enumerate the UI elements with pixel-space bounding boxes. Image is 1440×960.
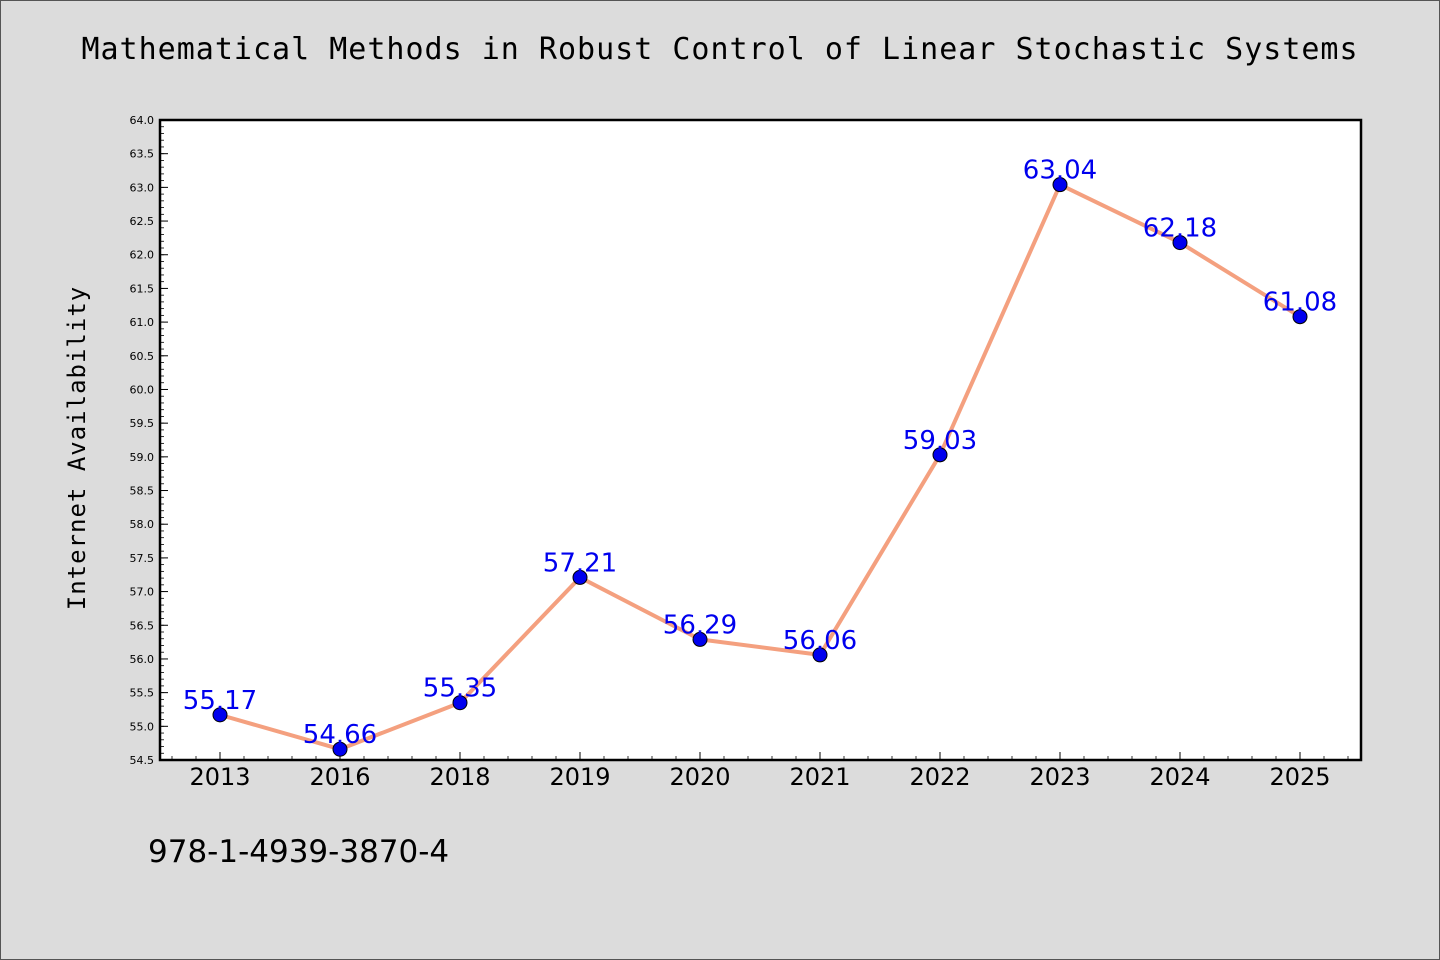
y-tick-label: 61.0 <box>130 316 155 329</box>
data-label: 55.17 <box>183 686 257 716</box>
y-tick-label: 57.5 <box>130 552 155 565</box>
x-tick-label: 2024 <box>1149 763 1210 791</box>
y-tick-label: 59.5 <box>130 417 155 430</box>
isbn-code: 978-1-4939-3870-4 <box>148 834 450 870</box>
data-point-marker <box>1292 309 1308 325</box>
y-tick-label: 62.0 <box>130 249 155 262</box>
x-tick-label: 2025 <box>1269 763 1330 791</box>
y-tick-label: 58.5 <box>130 485 155 498</box>
y-tick-label: 63.0 <box>130 181 155 194</box>
y-tick-label: 55.0 <box>130 720 155 733</box>
y-tick-label: 63.5 <box>130 148 155 161</box>
x-tick-label: 2016 <box>309 763 370 791</box>
data-point-marker <box>452 695 468 711</box>
y-tick-label: 62.5 <box>130 215 155 228</box>
series-line-group <box>218 182 1302 752</box>
series-line <box>218 182 1302 752</box>
data-label: 55.35 <box>423 674 497 704</box>
data-point-marker <box>572 569 588 585</box>
data-point-marker <box>812 647 828 663</box>
data-point-marker <box>1052 177 1068 193</box>
data-point-marker <box>1172 235 1188 251</box>
data-point-marker <box>332 741 348 757</box>
data-label: 61.08 <box>1263 288 1337 318</box>
y-tick-label: 59.0 <box>130 451 155 464</box>
x-tick-label: 2018 <box>429 763 490 791</box>
x-tick-label: 2022 <box>909 763 970 791</box>
markers-group <box>212 177 1308 757</box>
data-point-marker <box>692 631 708 647</box>
y-tick-label: 61.5 <box>130 282 155 295</box>
y-axis-title: Internet Availability <box>63 286 91 610</box>
x-tick-label: 2013 <box>189 763 250 791</box>
y-tick-label: 60.0 <box>130 383 155 396</box>
chart-title: Mathematical Methods in Robust Control o… <box>81 32 1359 67</box>
x-tick-label: 2019 <box>549 763 610 791</box>
x-tick-label: 2021 <box>789 763 850 791</box>
data-labels-group: 55.17 54.66 55.35 57.21 56.29 56.06 59.03 63.04… <box>183 156 1337 751</box>
data-label: 56.06 <box>783 626 857 656</box>
data-label: 54.66 <box>303 720 377 750</box>
x-tick-label: 2020 <box>669 763 730 791</box>
data-label: 57.21 <box>543 548 617 578</box>
x-axis: 2013 2016 2018 2019 2020 2021 2022 2023 2024 2025 <box>171 752 1349 791</box>
plot-area <box>160 120 1361 760</box>
data-point-marker <box>932 447 948 463</box>
y-tick-label: 55.5 <box>130 687 155 700</box>
y-tick-label: 54.5 <box>130 754 155 767</box>
data-label: 59.03 <box>903 426 977 456</box>
y-tick-label: 60.5 <box>130 350 155 363</box>
plot-border <box>158 118 1363 762</box>
y-tick-label: 57.0 <box>130 586 155 599</box>
y-tick-label: 64.0 <box>130 114 155 127</box>
y-tick-label: 56.0 <box>130 653 155 666</box>
x-tick-label: 2023 <box>1029 763 1090 791</box>
data-point-marker <box>212 707 228 723</box>
data-label: 62.18 <box>1143 214 1217 244</box>
data-label: 56.29 <box>663 610 737 640</box>
y-tick-label: 58.0 <box>130 518 155 531</box>
y-tick-label: 56.5 <box>130 619 155 632</box>
data-label: 63.04 <box>1023 156 1097 186</box>
